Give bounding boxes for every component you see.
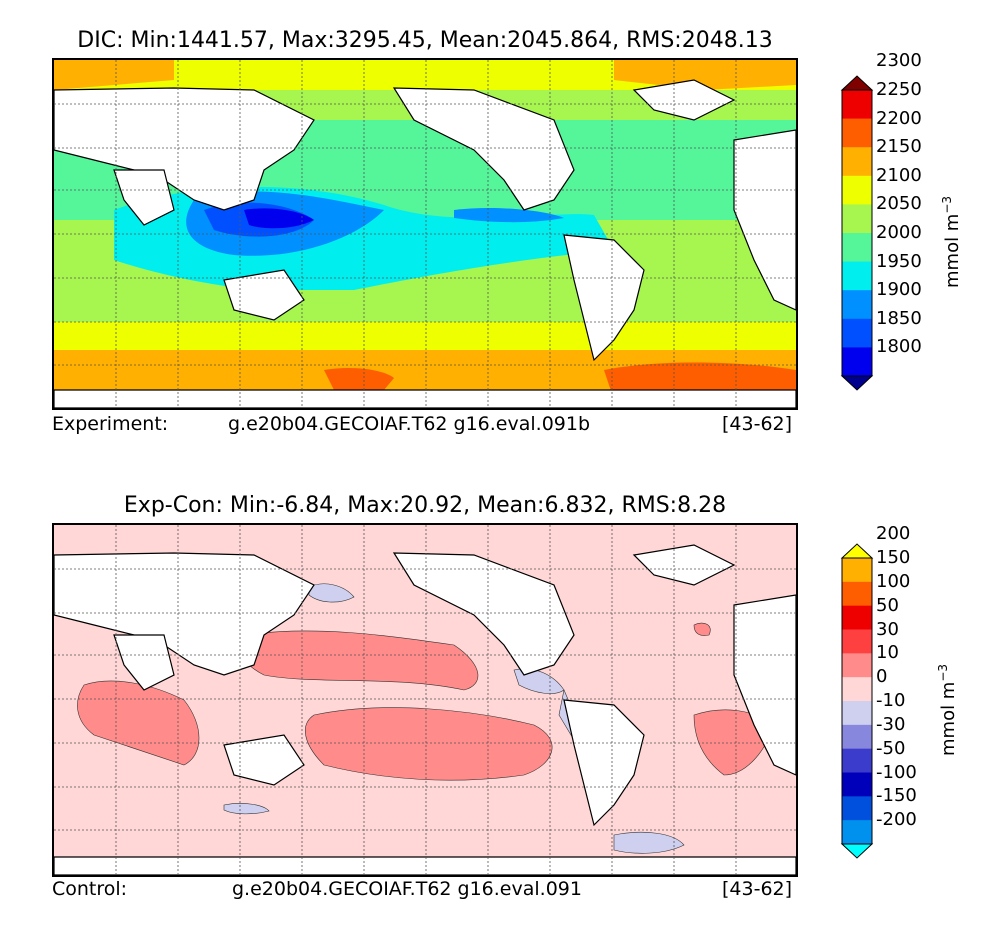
top-colorbar-tick-label: 2100: [876, 164, 922, 186]
bottom-colorbar-swatch: [842, 748, 872, 773]
bottom-colorbar-tick-label: -150: [876, 785, 917, 807]
bottom-colorbar-swatch: [842, 677, 872, 702]
north-atlantic-positive: [693, 622, 711, 636]
bottom-colorbar-tick-label: -100: [876, 761, 917, 783]
north-pacific-positive: [239, 630, 479, 691]
top-colorbar-svg: [840, 75, 874, 391]
bottom-colorbar-tick-label: 30: [876, 618, 899, 640]
graticule-top: [54, 60, 796, 408]
top-colorbar-swatch: [842, 204, 872, 234]
bottom-map-svg: [54, 525, 796, 875]
top-colorbar-swatch: [842, 175, 872, 205]
top-map-title: DIC: Min:1441.57, Max:3295.45, Mean:2045…: [77, 28, 773, 53]
top-colorbar-swatch: [842, 118, 872, 148]
bottom-colorbar-extend-min: [840, 843, 874, 859]
top-footer-mid: g.e20b04.GECOIAF.T62 g16.eval.091b: [228, 413, 591, 435]
top-colorbar-tick-label: 2300: [876, 50, 922, 72]
top-map-plot: [52, 58, 798, 410]
bottom-colorbar-swatch: [842, 701, 872, 726]
bottom-footer-left: Control:: [52, 878, 128, 900]
bottom-colorbar-extend-max: [840, 543, 874, 559]
north-atlantic-orange: [614, 60, 796, 90]
bottom-colorbar-tick-label: -30: [876, 713, 906, 735]
top-colorbar-swatch: [842, 233, 872, 263]
top-colorbar-unit: mmol m−3: [940, 195, 963, 288]
band-south-yellow: [54, 322, 796, 352]
bottom-colorbar-swatch: [842, 605, 872, 630]
top-colorbar-tick-label: 1800: [876, 336, 922, 358]
arctic-orange: [54, 60, 174, 90]
top-colorbar-swatch: [842, 347, 872, 377]
bottom-colorbar-tick-label: -200: [876, 809, 917, 831]
bottom-colorbar-swatch: [842, 629, 872, 654]
bottom-colorbar-swatch: [842, 772, 872, 797]
bottom-colorbar-tick-label: 0: [876, 666, 888, 688]
top-colorbar-swatch: [842, 261, 872, 291]
bottom-colorbar-swatch: [842, 724, 872, 750]
top-colorbar-tick-label: 2250: [876, 79, 922, 100]
top-footer-right: [43-62]: [722, 413, 793, 435]
top-colorbar-tick-label: 2200: [876, 107, 922, 129]
north-pacific-negative: [308, 583, 355, 603]
bottom-colorbar: [840, 543, 874, 859]
bottom-colorbar-swatch: [842, 820, 872, 845]
top-footer-left: Experiment:: [52, 413, 169, 435]
bottom-colorbar-tick-label: 200: [876, 523, 911, 545]
ross-red-orange: [324, 367, 394, 390]
top-colorbar-swatch: [842, 90, 872, 120]
top-colorbar-extend-min: [840, 375, 874, 391]
top-colorbar-tick-label: 1850: [876, 307, 922, 329]
top-map-svg: [54, 60, 796, 408]
bottom-colorbar-tick-label: 50: [876, 594, 899, 616]
top-colorbar-tick-label: 1950: [876, 250, 922, 272]
bottom-footer-right: [43-62]: [722, 878, 793, 900]
top-colorbar-swatch: [842, 318, 872, 348]
bottom-colorbar-tick-label: -10: [876, 690, 906, 711]
top-colorbar-tick-label: 2050: [876, 193, 922, 215]
continents-bottom: [54, 544, 796, 875]
top-colorbar-tick-label: 2000: [876, 222, 922, 243]
top-colorbar-swatch: [842, 147, 872, 177]
top-colorbar-swatch: [842, 290, 872, 320]
bottom-colorbar-swatch: [842, 558, 872, 583]
bottom-colorbar-svg: [840, 543, 874, 859]
bottom-colorbar-frame: [841, 557, 873, 845]
bottom-colorbar-tick-label: -50: [876, 737, 906, 759]
top-colorbar-frame: [841, 89, 873, 377]
bottom-colorbar-swatch: [842, 581, 872, 607]
bottom-colorbar-tick-label: 10: [876, 642, 899, 664]
top-colorbar-tick-label: 2150: [876, 136, 922, 158]
warm-pool-core: [244, 208, 314, 229]
southern-negative-1: [223, 803, 270, 815]
top-colorbar: [840, 75, 874, 391]
top-colorbar-tick-label: 1900: [876, 279, 922, 301]
bottom-colorbar-tick-label: 100: [876, 570, 911, 592]
continents-top: [54, 79, 796, 408]
bottom-colorbar-tick-label: 150: [876, 547, 911, 568]
east-pacific-blue: [454, 207, 564, 223]
bottom-footer-mid: g.e20b04.GECOIAF.T62 g16.eval.091: [232, 878, 582, 900]
weddell-negative: [613, 831, 685, 854]
bottom-colorbar-swatch: [842, 796, 872, 821]
bottom-colorbar-swatch: [842, 653, 872, 678]
bottom-map-title: Exp-Con: Min:-6.84, Max:20.92, Mean:6.83…: [123, 493, 727, 518]
south-pacific-positive: [305, 707, 553, 781]
bottom-colorbar-unit: mmol m−3: [936, 663, 959, 756]
bottom-map-plot: [52, 523, 798, 877]
top-colorbar-extend-max: [840, 75, 874, 91]
